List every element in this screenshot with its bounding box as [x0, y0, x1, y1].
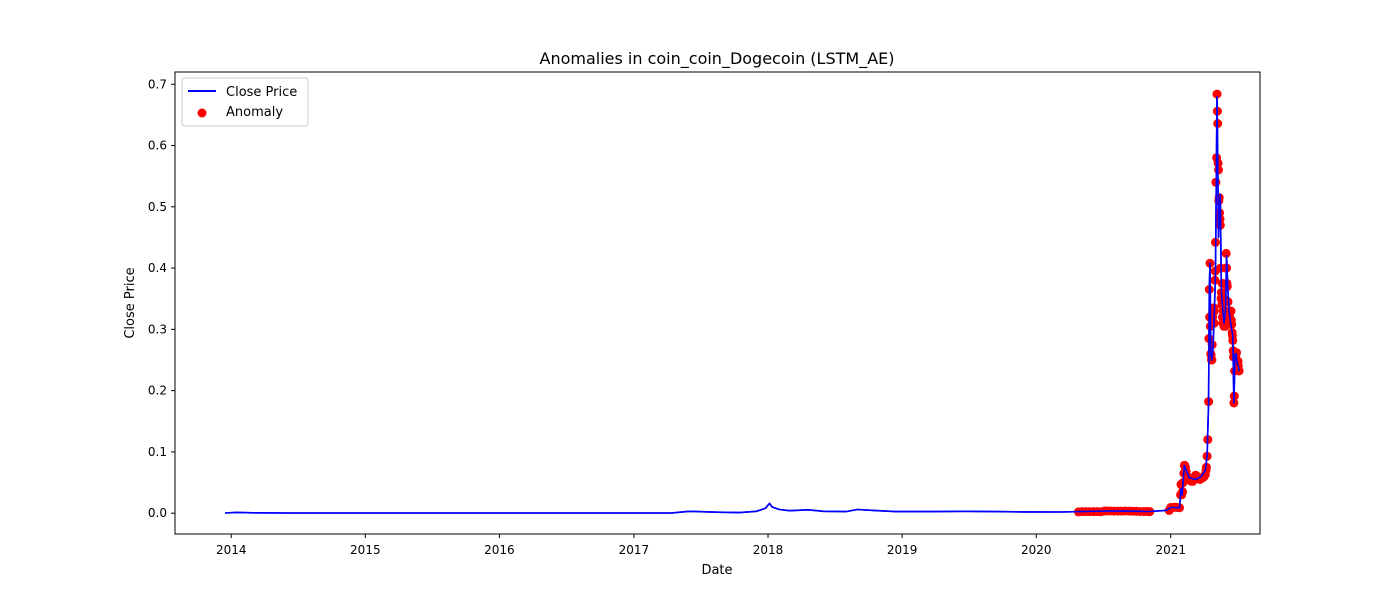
anomaly-point [1226, 306, 1236, 316]
legend-marker-swatch [197, 108, 207, 118]
x-tick-label: 2019 [887, 543, 918, 557]
x-tick-label: 2020 [1021, 543, 1052, 557]
close-price-line-overlay [224, 95, 1240, 514]
anomaly-point [1212, 89, 1222, 99]
x-axis-label: Date [701, 563, 732, 578]
x-axis: 2014 2015 2016 2017 2018 2019 2020 2021 [216, 534, 1186, 557]
y-tick-label: 0.1 [148, 445, 167, 459]
y-axis: 0.0 0.1 0.2 0.3 0.4 0.5 0.6 0.7 [148, 77, 175, 520]
legend-label-close-price: Close Price [226, 85, 297, 100]
plot-frame [174, 71, 1261, 535]
y-tick-label: 0.3 [148, 322, 167, 336]
x-tick-label: 2018 [753, 543, 784, 557]
y-tick-label: 0.4 [148, 261, 167, 275]
y-axis-label: Close Price [123, 267, 138, 338]
y-tick-label: 0.2 [148, 384, 167, 398]
y-tick-label: 0.5 [148, 200, 167, 214]
y-tick-label: 0.7 [148, 77, 167, 91]
y-tick-label: 0.6 [148, 139, 167, 153]
x-tick-label: 2014 [216, 543, 247, 557]
x-tick-label: 2017 [619, 543, 650, 557]
x-tick-label: 2021 [1155, 543, 1186, 557]
legend: Close Price Anomaly [181, 77, 309, 127]
x-tick-label: 2015 [350, 543, 381, 557]
anomaly-point [1221, 248, 1231, 258]
anomaly-layer [224, 89, 1244, 517]
y-tick-label: 0.0 [148, 506, 167, 520]
legend-label-anomaly: Anomaly [226, 105, 283, 120]
chart-title: Anomalies in coin_coin_Dogecoin (LSTM_AE… [540, 49, 895, 69]
anomaly-point [1227, 319, 1237, 329]
x-tick-label: 2016 [484, 543, 515, 557]
